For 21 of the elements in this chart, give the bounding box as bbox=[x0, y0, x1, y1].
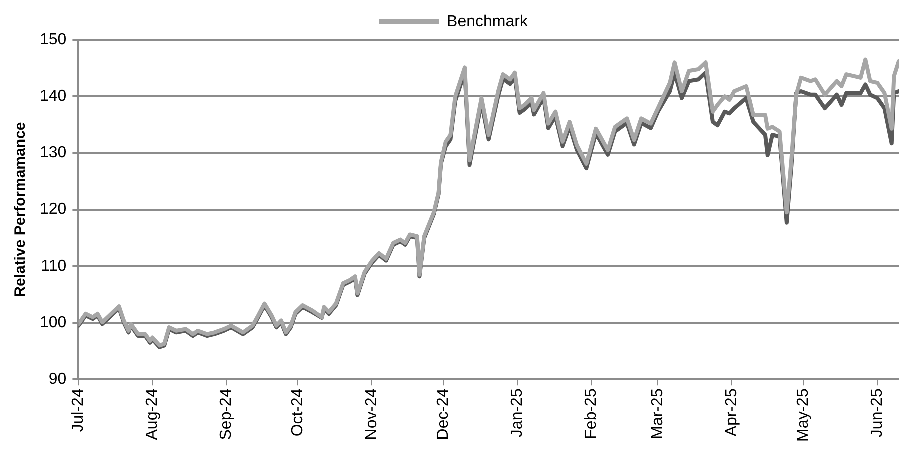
x-tick-label: May-25 bbox=[795, 388, 812, 442]
x-tick-label: Nov-24 bbox=[363, 388, 380, 440]
x-tick-label: Jun-25 bbox=[868, 388, 886, 438]
legend-label: Benchmark bbox=[447, 13, 529, 30]
y-tick-label: 140 bbox=[40, 88, 67, 106]
y-tick-label: 100 bbox=[40, 314, 67, 332]
y-tick-label: 90 bbox=[48, 371, 67, 388]
x-tick-label: Dec-24 bbox=[434, 388, 452, 440]
x-tick-label: Feb-25 bbox=[582, 388, 600, 440]
y-tick-label: 130 bbox=[40, 144, 67, 162]
x-tick-label: Oct-24 bbox=[289, 388, 306, 437]
x-tick-label: Apr-25 bbox=[723, 388, 740, 437]
x-tick-label: Mar-25 bbox=[650, 388, 667, 440]
y-tick-label: 110 bbox=[41, 258, 67, 275]
x-tick-label: Sep-24 bbox=[218, 388, 235, 440]
y-axis-title: Relative Performamance bbox=[12, 122, 30, 298]
y-tick-label: 120 bbox=[40, 201, 67, 218]
y-tick-label: 150 bbox=[40, 31, 67, 48]
x-tick-label: Jan-25 bbox=[508, 388, 526, 438]
x-tick-label: Aug-24 bbox=[144, 388, 162, 440]
x-tick-label: Jul-24 bbox=[70, 388, 88, 432]
